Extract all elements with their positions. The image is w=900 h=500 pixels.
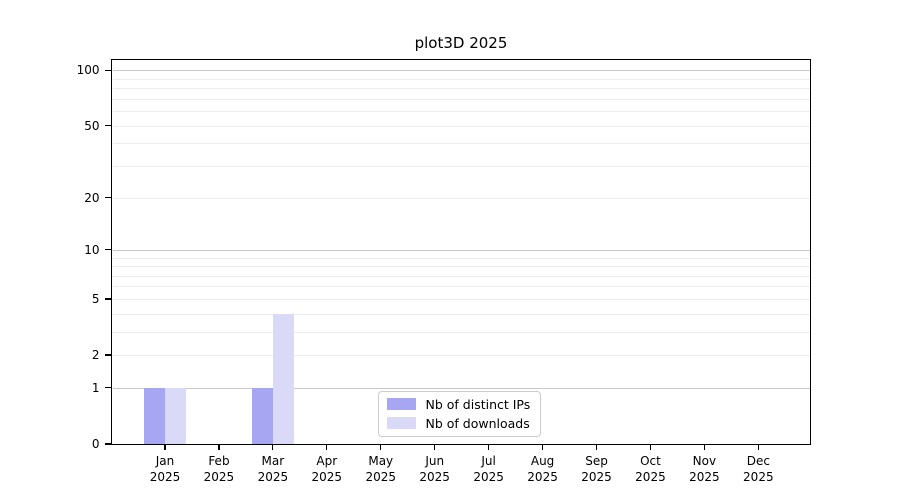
gridline-minor-20: [112, 197, 811, 199]
x-tick-mark-nov: [703, 444, 705, 450]
x-tick-label-apr: Apr 2025: [311, 454, 343, 484]
gridline-minor-60: [112, 111, 811, 113]
x-tick-label-jan: Jan 2025: [149, 454, 181, 484]
x-tick-mark-may: [380, 444, 382, 450]
y-tick-label-20: 20: [84, 190, 100, 205]
y-tick-mark-2: [105, 354, 111, 356]
y-tick-label-10: 10: [84, 242, 100, 257]
x-tick-mark-mar: [272, 444, 274, 450]
y-tick-label-50: 50: [84, 118, 100, 133]
gridline-minor-80: [112, 88, 811, 90]
gridline-major-10: [112, 249, 811, 251]
plot-area: 0 1 2 5 10 20 50 100 Jan 2025 Feb 2025 Mar 2025 Ap…: [77, 59, 811, 484]
y-tick-mark-20: [105, 196, 111, 199]
legend-row-downloads: Nb of downloads: [386, 415, 531, 431]
bar-mar-distinct-ips: [251, 387, 273, 444]
y-tick-mark-50: [105, 125, 111, 127]
x-tick-label-mar: Mar 2025: [257, 454, 289, 484]
gridline-minor-7: [112, 275, 811, 277]
bar-jan-distinct-ips: [144, 387, 165, 444]
x-tick-label-nov: Nov 2025: [689, 454, 720, 484]
gridline-minor-8: [112, 266, 811, 268]
x-tick-mark-jul: [488, 444, 490, 450]
x-tick-mark-jan: [164, 444, 166, 450]
gridline-minor-40: [112, 143, 811, 145]
y-tick-label-1: 1: [91, 380, 100, 395]
gridline-minor-90: [112, 78, 811, 80]
legend-swatch-downloads: [386, 417, 416, 429]
y-tick-label-2: 2: [91, 348, 100, 363]
y-tick-mark-1: [105, 387, 111, 389]
x-tick-mark-dec: [757, 444, 759, 450]
gridline-minor-2: [112, 355, 811, 357]
x-tick-label-may: May 2025: [365, 454, 397, 484]
y-tick-label-100: 100: [76, 63, 100, 78]
x-tick-mark-oct: [649, 444, 652, 450]
plot-frame: [111, 59, 811, 445]
x-tick-label-feb: Feb 2025: [203, 454, 235, 484]
x-tick-label-oct: Oct 2025: [635, 454, 666, 484]
legend: Nb of distinct IPs Nb of downloads: [377, 390, 542, 437]
x-tick-label-jun: Jun 2025: [419, 454, 450, 484]
gridline-major-100: [112, 70, 811, 72]
y-tick-label-0: 0: [91, 437, 100, 451]
legend-label-downloads: Nb of downloads: [425, 415, 530, 431]
gridline-minor-4: [112, 313, 811, 315]
gridline-minor-9: [112, 257, 811, 259]
gridline-minor-3: [112, 331, 811, 333]
legend-label-distinct-ips: Nb of distinct IPs: [425, 396, 531, 412]
bar-jan-downloads: [165, 387, 186, 444]
x-tick-label-dec: Dec 2025: [743, 454, 774, 484]
x-tick-label-sep: Sep 2025: [581, 454, 612, 484]
gridline-minor-50: [112, 125, 811, 127]
x-tick-mark-apr: [326, 444, 328, 450]
gridline-minor-5: [112, 298, 811, 300]
legend-row-distinct-ips: Nb of distinct IPs: [386, 396, 531, 412]
x-tick-mark-jun: [434, 444, 436, 450]
gridline-minor-6: [112, 286, 811, 288]
x-tick-mark-sep: [595, 444, 598, 450]
x-tick-mark-aug: [541, 444, 544, 450]
gridline-minor-70: [112, 98, 811, 100]
y-tick-mark-100: [105, 69, 111, 71]
chart-title: plot3D 2025: [414, 34, 508, 52]
y-tick-label-5: 5: [91, 291, 100, 306]
x-tick-label-jul: Jul 2025: [473, 454, 504, 484]
gridline-major-1: [112, 387, 811, 389]
y-tick-mark-10: [105, 249, 111, 251]
bar-mar-downloads: [272, 313, 294, 444]
x-tick-mark-feb: [218, 444, 220, 450]
gridline-minor-30: [112, 166, 811, 167]
y-tick-mark-0: [105, 443, 111, 445]
y-tick-mark-5: [105, 298, 111, 300]
legend-swatch-distinct-ips: [386, 398, 416, 410]
x-tick-label-aug: Aug 2025: [527, 454, 558, 484]
